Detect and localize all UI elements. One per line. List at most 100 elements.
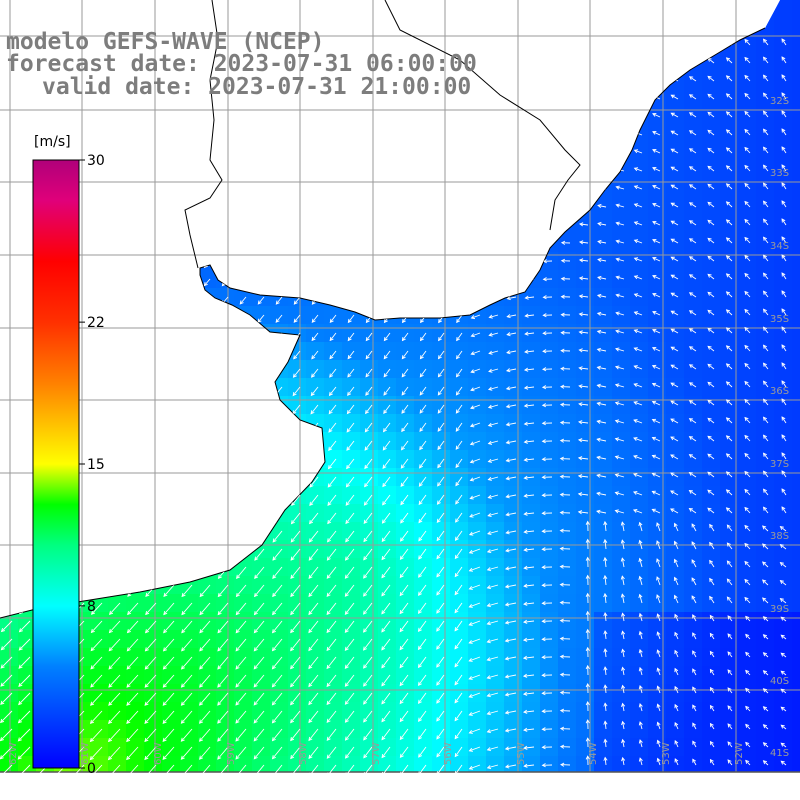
wind-arrow [146,512,157,525]
wind-arrow [275,278,283,287]
wind-arrow [506,223,517,229]
wind-arrow [603,684,608,694]
wind-arrow [596,347,607,352]
wind-arrow [346,440,355,451]
wind-arrow [108,638,121,652]
wind-arrow [504,728,517,733]
wind-arrow [199,584,211,598]
wind-arrow [257,296,265,305]
wind-arrow [91,548,103,561]
wind-arrow [506,332,517,337]
wind-arrow [455,512,463,523]
wind-arrow [144,728,157,743]
wind-arrow [578,132,589,137]
wind-arrow [294,242,301,251]
wind-arrow [436,548,445,560]
wind-arrow [111,386,121,396]
wind-arrow [326,710,337,724]
wind-arrow [402,188,409,197]
wind-arrow [522,655,535,660]
wind-arrow [5,170,13,178]
wind-arrow [621,756,626,766]
wind-arrow [487,404,499,409]
wind-arrow [275,314,283,323]
wind-arrow [95,296,103,305]
wind-arrow [707,327,715,334]
wind-arrow [417,656,427,669]
wind-arrow [166,332,175,342]
wind-arrow [253,746,265,760]
wind-arrow [348,62,355,71]
wind-arrow [293,260,301,269]
wind-arrow [745,759,751,766]
wind-arrow [181,566,193,579]
wind-arrow [670,418,679,424]
wind-arrow [420,278,427,287]
wind-arrow [144,710,157,725]
wind-arrow [92,494,103,506]
wind-arrow [436,656,445,668]
wind-arrow [603,666,608,676]
wind-arrow [256,404,265,415]
wind-arrow [489,116,499,121]
wind-arrow [344,584,355,597]
wind-arrow [399,548,409,561]
wind-arrow [330,44,337,53]
wind-arrow [330,116,337,125]
wind-arrow [366,170,373,179]
wind-arrow [5,80,13,88]
wind-arrow [420,152,427,161]
wind-arrow [167,188,175,196]
wind-arrow [222,98,229,106]
wind-arrow [470,350,481,356]
wind-arrow [471,206,481,211]
wind-arrow [420,44,427,53]
wind-arrow [504,674,517,679]
wind-arrow [19,548,31,560]
wind-arrow [541,691,553,696]
wind-arrow [762,290,769,298]
wind-arrow [163,584,175,598]
wind-arrow [621,738,626,748]
wind-arrow [709,704,715,712]
wind-arrow [399,710,409,723]
wind-arrow [203,278,211,287]
wind-arrow [182,476,193,488]
wind-arrow [126,620,139,634]
wind-arrow [399,746,409,759]
wind-arrow [652,149,661,154]
wind-arrow [348,134,355,143]
wind-arrow [384,134,391,143]
wind-arrow [692,758,697,766]
wind-arrow [577,474,589,479]
wind-arrow [487,422,499,427]
wind-arrow [560,60,571,65]
wind-arrow [162,710,175,724]
wind-arrow [363,620,373,633]
wind-arrow [384,62,391,71]
wind-arrow [670,346,679,352]
wind-arrow [614,491,625,496]
wind-arrow [542,151,553,156]
wind-arrow [585,664,590,676]
wind-arrow [1,584,13,596]
wind-arrow [308,566,319,579]
wind-arrow [308,638,319,652]
wind-arrow [164,476,175,488]
wind-arrow [615,149,625,154]
wind-arrow [204,62,211,70]
wind-arrow [185,278,193,287]
wind-arrow [180,764,193,778]
wind-arrow [438,188,445,197]
wind-arrow [744,362,751,370]
wind-arrow [163,530,175,543]
wind-arrow [762,92,769,100]
wind-arrow [670,202,679,208]
wind-arrow [344,674,355,687]
wind-arrow [183,440,193,452]
wind-arrow [149,44,157,52]
wind-arrow [621,630,626,640]
wind-arrow [585,701,590,712]
wind-arrow [726,578,733,586]
wind-arrow [469,476,481,482]
